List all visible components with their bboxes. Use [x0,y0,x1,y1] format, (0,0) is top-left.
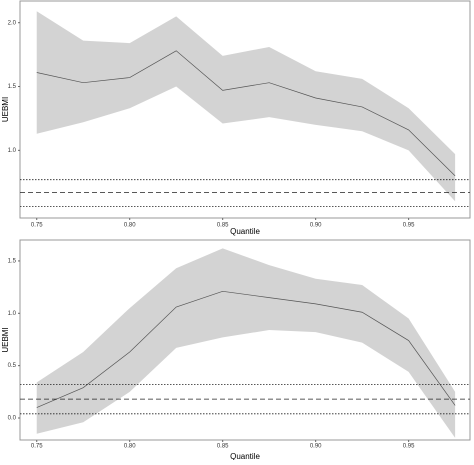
x-tick-label: 0.80 [124,444,136,450]
y-tick-label: 0.5 [8,363,17,369]
x-tick-label: 0.75 [31,223,43,229]
plot-border [19,239,471,441]
y-tick-label: 0.0 [8,416,17,422]
confidence-band [36,248,456,438]
x-tick-label: 0.95 [403,444,415,450]
y-tick-label: 2.0 [8,20,17,26]
estimate-line [36,50,456,177]
x-tick-label: 0.95 [403,223,415,229]
y-axis-label: UEBMI [1,97,10,122]
x-axis-label: Quantile [230,452,260,460]
y-axis-label: UEBMI [1,327,10,352]
estimate-line [36,290,456,408]
y-tick-label: 1.5 [8,259,17,265]
plot-border [19,0,471,219]
x-tick-label: 0.90 [310,444,322,450]
x-axis-label: Quantile [230,227,260,236]
x-tick-label: 0.85 [217,223,229,229]
confidence-band [36,11,456,202]
y-tick-label: 1.0 [8,148,17,154]
x-tick-label: 0.85 [217,444,229,450]
x-tick-label: 0.80 [124,223,136,229]
y-tick-label: 1.0 [8,311,17,317]
x-tick-label: 0.90 [310,223,322,229]
x-tick-label: 0.75 [31,444,43,450]
y-tick-label: 1.5 [8,84,17,90]
